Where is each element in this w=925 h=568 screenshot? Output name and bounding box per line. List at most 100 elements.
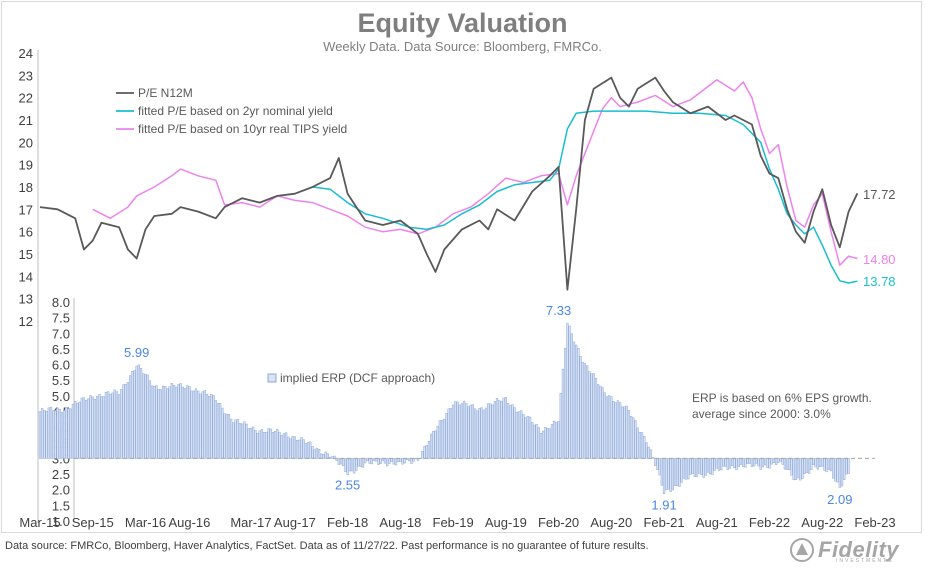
- erp-bar: [840, 458, 844, 487]
- erp-bar: [636, 427, 639, 459]
- erp-bar: [794, 458, 798, 481]
- erp-bar: [93, 399, 97, 459]
- erp-bar: [69, 408, 72, 459]
- erp-bar: [205, 393, 209, 459]
- erp-bar: [102, 396, 105, 459]
- erp-bar: [559, 393, 562, 459]
- y-tick-label-erp: 1.5: [52, 498, 70, 513]
- y-tick-label-pe: 20: [19, 135, 33, 150]
- erp-bar: [592, 373, 595, 459]
- erp-bar: [159, 389, 163, 459]
- series-line-fitted-2yr-nominal: [312, 110, 858, 284]
- erp-bar: [805, 458, 809, 473]
- erp-bar: [67, 408, 70, 459]
- erp-bar: [355, 458, 358, 471]
- legend-label: fitted P/E based on 2yr nominal yield: [138, 104, 333, 118]
- erp-bar: [54, 410, 57, 459]
- chart-frame: [1, 1, 922, 533]
- erp-bar: [513, 407, 516, 459]
- erp-bar: [153, 385, 156, 459]
- erp-bar: [212, 395, 215, 459]
- erp-bar: [379, 458, 382, 465]
- erp-bar: [654, 458, 657, 466]
- erp-bar: [236, 419, 239, 459]
- erp-bar: [214, 400, 217, 459]
- erp-bar: [577, 348, 580, 459]
- erp-bar: [300, 437, 303, 459]
- x-tick-label: Aug-22: [801, 515, 843, 530]
- x-tick-label: Aug-16: [168, 515, 210, 530]
- erp-bar: [168, 386, 171, 459]
- erp-bar: [447, 408, 450, 459]
- erp-bar: [770, 458, 773, 465]
- erp-bar: [383, 458, 387, 464]
- logo-wordmark: Fidelity: [818, 537, 900, 562]
- erp-bar: [126, 382, 130, 459]
- erp-bar: [377, 458, 380, 465]
- erp-bar: [52, 410, 55, 459]
- x-tick-label: Feb-20: [538, 515, 579, 530]
- erp-bar: [731, 458, 734, 466]
- erp-bar: [480, 407, 483, 459]
- x-tick-label: Mar-16: [125, 515, 166, 530]
- x-tick-label: Feb-18: [327, 515, 368, 530]
- erp-bar: [695, 458, 699, 477]
- erp-bar: [117, 394, 121, 459]
- erp-bar: [720, 458, 723, 471]
- erp-bar: [847, 458, 850, 474]
- erp-bar: [74, 401, 77, 459]
- erp-bar: [473, 408, 477, 459]
- erp-bar: [278, 431, 281, 459]
- erp-bar: [245, 423, 248, 459]
- erp-bar: [744, 458, 747, 468]
- erp-bar: [724, 458, 727, 467]
- erp-bar: [276, 428, 279, 459]
- erp-bar: [757, 458, 760, 467]
- erp-bar: [425, 445, 428, 459]
- erp-bar: [80, 397, 83, 459]
- erp-bar: [135, 365, 138, 459]
- erp-bar: [623, 406, 626, 459]
- erp-bar: [232, 422, 235, 459]
- erp-bar: [87, 398, 90, 459]
- erp-bar: [594, 377, 598, 459]
- erp-bar: [825, 458, 828, 473]
- erp-bar: [834, 458, 837, 482]
- erp-bar: [823, 458, 826, 471]
- erp-bar: [368, 458, 371, 464]
- y-tick-label-pe: 23: [19, 68, 33, 83]
- erp-bar: [812, 458, 815, 466]
- erp-bar: [339, 458, 343, 465]
- erp-bar: [322, 454, 325, 459]
- erp-bar: [590, 373, 593, 459]
- erp-bar: [566, 322, 569, 459]
- erp-bar: [388, 458, 391, 464]
- erp-bar: [208, 395, 211, 459]
- erp-bar: [445, 413, 448, 459]
- y-tick-label-erp: 7.5: [52, 311, 70, 326]
- erp-bar: [544, 427, 547, 459]
- erp-bar: [221, 407, 224, 459]
- erp-bar: [241, 423, 244, 459]
- erp-bar: [684, 458, 688, 480]
- erp-bar: [440, 419, 444, 459]
- erp-bar: [785, 458, 789, 470]
- erp-bar: [643, 436, 646, 459]
- erp-bar: [621, 406, 624, 459]
- erp-bar: [317, 448, 321, 459]
- erp-bar: [763, 458, 767, 466]
- y-tick-label-pe: 15: [19, 247, 33, 262]
- erp-bar: [216, 403, 220, 459]
- erp-bar: [706, 458, 710, 473]
- erp-bar: [225, 413, 228, 459]
- erp-bar: [401, 458, 404, 465]
- erp-bar: [733, 458, 736, 469]
- erp-bar: [166, 388, 169, 459]
- erp-bar: [133, 370, 136, 459]
- erp-bar: [761, 458, 765, 468]
- erp-bar: [436, 425, 439, 459]
- erp-bar: [669, 458, 672, 492]
- erp-bar: [722, 458, 725, 467]
- y-tick-label-pe: 21: [19, 113, 33, 128]
- erp-bar: [414, 458, 417, 460]
